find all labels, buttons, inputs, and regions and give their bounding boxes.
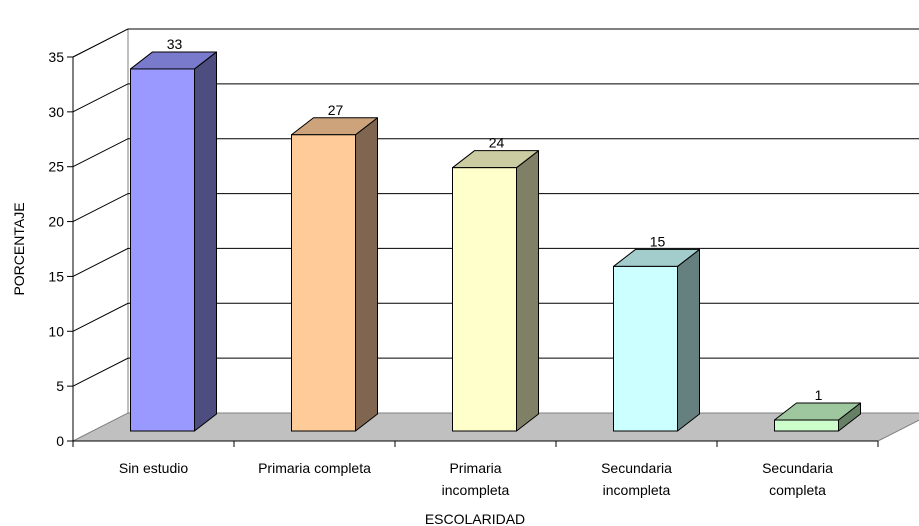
data-label: 27	[328, 102, 344, 118]
data-label: 1	[815, 387, 823, 403]
bar	[130, 51, 217, 432]
category-label: Secundaria	[762, 460, 833, 476]
bar	[613, 248, 700, 432]
y-tick-label: 5	[56, 378, 64, 394]
data-labels: 33 27 24 15 1	[167, 36, 823, 403]
category-label: Sin estudio	[119, 460, 188, 476]
y-tick-labels: 0 5 10 15 20 25 30 35	[48, 49, 64, 449]
gridline	[72, 83, 919, 113]
category-label: incompleta	[603, 482, 671, 498]
category-label: Secundaria	[601, 460, 672, 476]
category-label: completa	[769, 482, 826, 498]
y-tick-label: 0	[56, 433, 64, 449]
category-label: Primaria	[449, 460, 501, 476]
gridline	[72, 247, 919, 277]
axes	[67, 56, 879, 447]
bar-side	[677, 248, 700, 432]
bar-front	[291, 134, 356, 432]
gridline	[72, 193, 919, 223]
category-label: Primaria completa	[258, 460, 371, 476]
data-label: 33	[167, 36, 183, 52]
y-tick-label: 10	[48, 323, 64, 339]
bar-side	[355, 117, 378, 432]
gridline	[72, 138, 919, 168]
bar	[452, 150, 539, 432]
category-label: incompleta	[442, 482, 510, 498]
x-tick-labels: Sin estudio Primaria completa Primaria inco…	[119, 460, 833, 498]
y-tick-label: 15	[48, 268, 64, 284]
gridline	[72, 28, 919, 58]
y-tick-label: 35	[48, 49, 64, 65]
bar-front	[130, 68, 195, 432]
bars	[130, 51, 861, 432]
bar-side	[194, 51, 217, 432]
bar	[291, 117, 378, 432]
bar-front	[452, 167, 517, 432]
y-axis-title: PORCENTAJE	[11, 202, 27, 295]
data-label: 24	[489, 135, 505, 151]
bar-front	[774, 419, 839, 432]
bar-front	[613, 265, 678, 432]
y-tick-label: 25	[48, 159, 64, 175]
bar	[774, 402, 861, 432]
data-label: 15	[650, 233, 666, 249]
x-axis-title: ESCOLARIDAD	[425, 511, 525, 526]
bar-side	[516, 150, 539, 432]
y-tick-label: 30	[48, 104, 64, 120]
y-tick-label: 20	[48, 214, 64, 230]
